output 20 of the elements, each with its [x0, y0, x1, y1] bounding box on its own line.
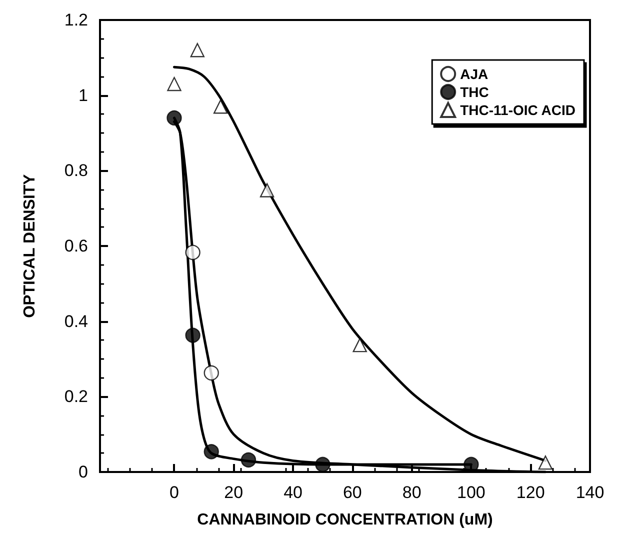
x-tick-label: 60: [342, 483, 362, 502]
x-tick-label: 0: [170, 483, 179, 502]
x-tick-label: 140: [576, 483, 604, 502]
y-axis-title: OPTICAL DENSITY: [22, 174, 38, 318]
x-tick-label: 80: [402, 483, 422, 502]
x-tick-label: 100: [457, 483, 486, 502]
y-tick-label: 0: [78, 462, 88, 482]
x-axis-title: CANNABINOID CONCENTRATION (uM): [197, 512, 493, 528]
y-tick-label: 1.2: [64, 10, 88, 30]
legend-label: AJA: [460, 66, 488, 82]
x-tick-label: 40: [284, 483, 302, 502]
y-tick-label: 0.8: [64, 161, 88, 180]
y-tick-label: 0.2: [64, 387, 88, 406]
legend-label: THC-11-OIC ACID: [460, 102, 576, 118]
x-tick-label: 120: [516, 483, 545, 502]
y-tick-label: 0.6: [64, 236, 88, 256]
y-tick-label: 0.4: [64, 312, 88, 331]
x-tick-label: 20: [224, 483, 244, 502]
y-tick-label: 1: [78, 86, 88, 105]
legend-label: THC: [460, 84, 489, 100]
